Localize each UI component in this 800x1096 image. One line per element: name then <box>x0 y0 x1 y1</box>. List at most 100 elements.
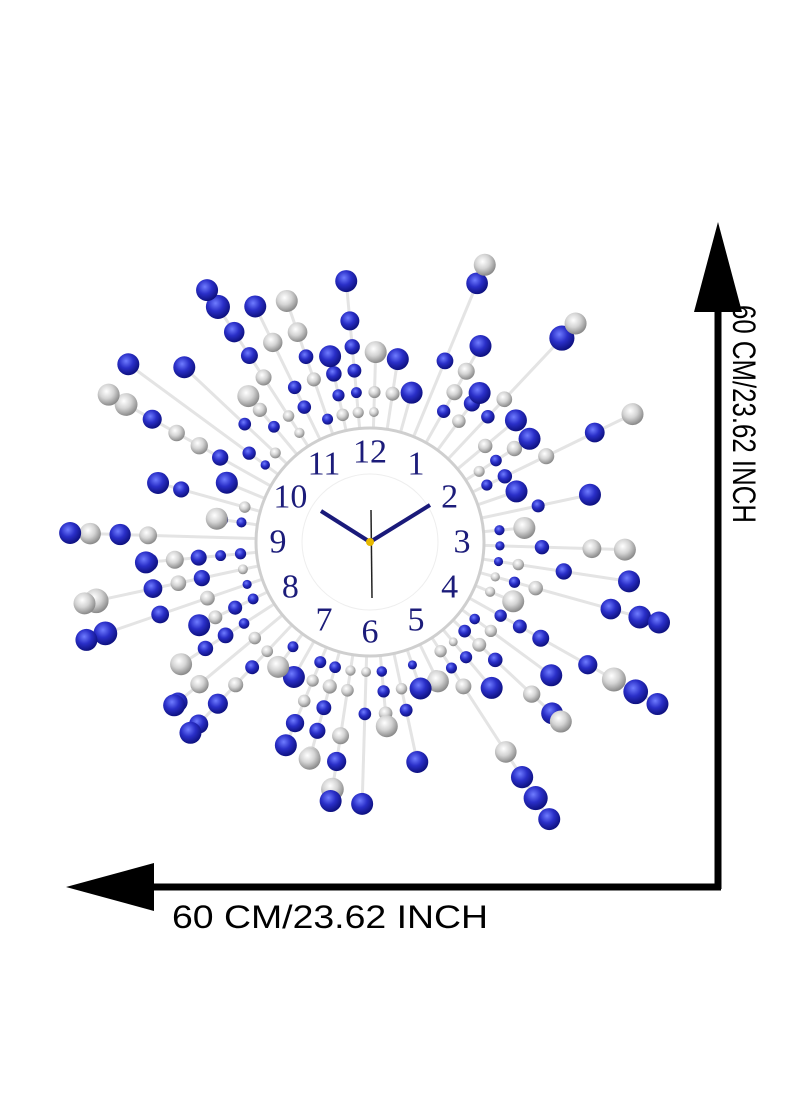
numeral: 1 <box>408 446 425 483</box>
crystal <box>326 366 342 382</box>
crystal <box>268 420 280 433</box>
crystal <box>518 427 541 450</box>
crystal <box>399 703 413 717</box>
crystal <box>170 575 187 592</box>
crystal <box>173 481 190 498</box>
crystal <box>549 710 572 733</box>
crystal <box>600 598 622 620</box>
crystal <box>319 345 342 368</box>
crystal <box>314 656 327 669</box>
crystal <box>252 402 267 417</box>
crystal <box>179 721 202 744</box>
crystal <box>375 715 398 738</box>
crystal <box>472 637 487 652</box>
crystal <box>523 786 548 811</box>
crystal <box>117 353 140 376</box>
crystal <box>445 662 457 674</box>
crystal <box>484 586 496 597</box>
crystal <box>269 447 281 459</box>
numeral: 11 <box>308 446 341 483</box>
crystal <box>134 551 157 574</box>
crystal <box>481 479 493 491</box>
height-label: 60 CM/23.62 INCH <box>726 305 762 523</box>
crystal <box>332 727 350 745</box>
second-hand <box>370 509 373 599</box>
crystal <box>351 792 374 815</box>
numeral: 7 <box>316 601 333 638</box>
crystal <box>477 438 493 454</box>
crystal <box>528 580 543 596</box>
crystal <box>409 677 432 700</box>
crystal <box>242 579 252 590</box>
crystal <box>406 750 429 773</box>
crystal <box>555 563 572 580</box>
crystal <box>212 449 229 466</box>
crystal <box>621 403 644 426</box>
crystal <box>275 289 298 312</box>
crystal <box>245 660 260 675</box>
crystal <box>287 380 302 395</box>
crystal <box>237 385 260 408</box>
crystal <box>376 666 388 677</box>
crystal <box>484 624 497 638</box>
crystal <box>469 613 481 625</box>
crystal <box>364 341 387 364</box>
crystal <box>497 469 513 484</box>
crystal <box>190 549 207 566</box>
crystal <box>480 676 503 699</box>
crystal <box>347 363 362 378</box>
crystal <box>236 517 247 528</box>
crystal <box>369 407 379 417</box>
crystal <box>319 790 342 813</box>
crystal <box>142 409 162 429</box>
crystal <box>190 675 209 694</box>
crystal <box>205 294 230 319</box>
crystal <box>336 408 349 422</box>
clock-hands <box>319 503 432 599</box>
crystal <box>223 321 245 343</box>
crystal <box>217 627 234 644</box>
crystal <box>646 693 669 716</box>
crystal <box>298 349 314 365</box>
crystal <box>247 593 259 605</box>
crystal <box>564 312 587 335</box>
crystal <box>306 372 321 387</box>
crystal <box>512 558 525 571</box>
hub <box>366 538 374 546</box>
crystal <box>613 538 636 561</box>
crystal <box>73 592 96 615</box>
crystal <box>505 480 528 503</box>
crystal <box>452 414 466 428</box>
crystal <box>200 590 215 606</box>
ray <box>253 305 324 444</box>
crystal <box>358 707 372 721</box>
crystal <box>584 422 605 443</box>
crystal <box>469 334 492 357</box>
ray <box>127 363 283 479</box>
crystal <box>466 272 488 295</box>
crystal <box>327 751 347 772</box>
crystal <box>473 465 485 477</box>
crystal <box>242 446 256 460</box>
crystal <box>495 541 505 551</box>
crystal <box>238 417 252 431</box>
crystal <box>407 660 417 670</box>
crystal <box>549 325 575 351</box>
crystal <box>496 391 513 408</box>
crystal <box>261 645 274 658</box>
crystal <box>368 386 381 399</box>
crystal <box>306 674 319 687</box>
crystal <box>341 683 354 697</box>
crystal <box>237 564 248 575</box>
crystal <box>163 694 186 717</box>
ray <box>189 621 296 734</box>
crystal <box>267 655 290 678</box>
crystal <box>377 685 390 698</box>
crystal <box>502 590 525 613</box>
crystal <box>168 424 185 442</box>
crystal <box>93 621 118 646</box>
crystal <box>601 667 626 692</box>
crystal <box>487 652 503 668</box>
crystal <box>255 369 272 386</box>
